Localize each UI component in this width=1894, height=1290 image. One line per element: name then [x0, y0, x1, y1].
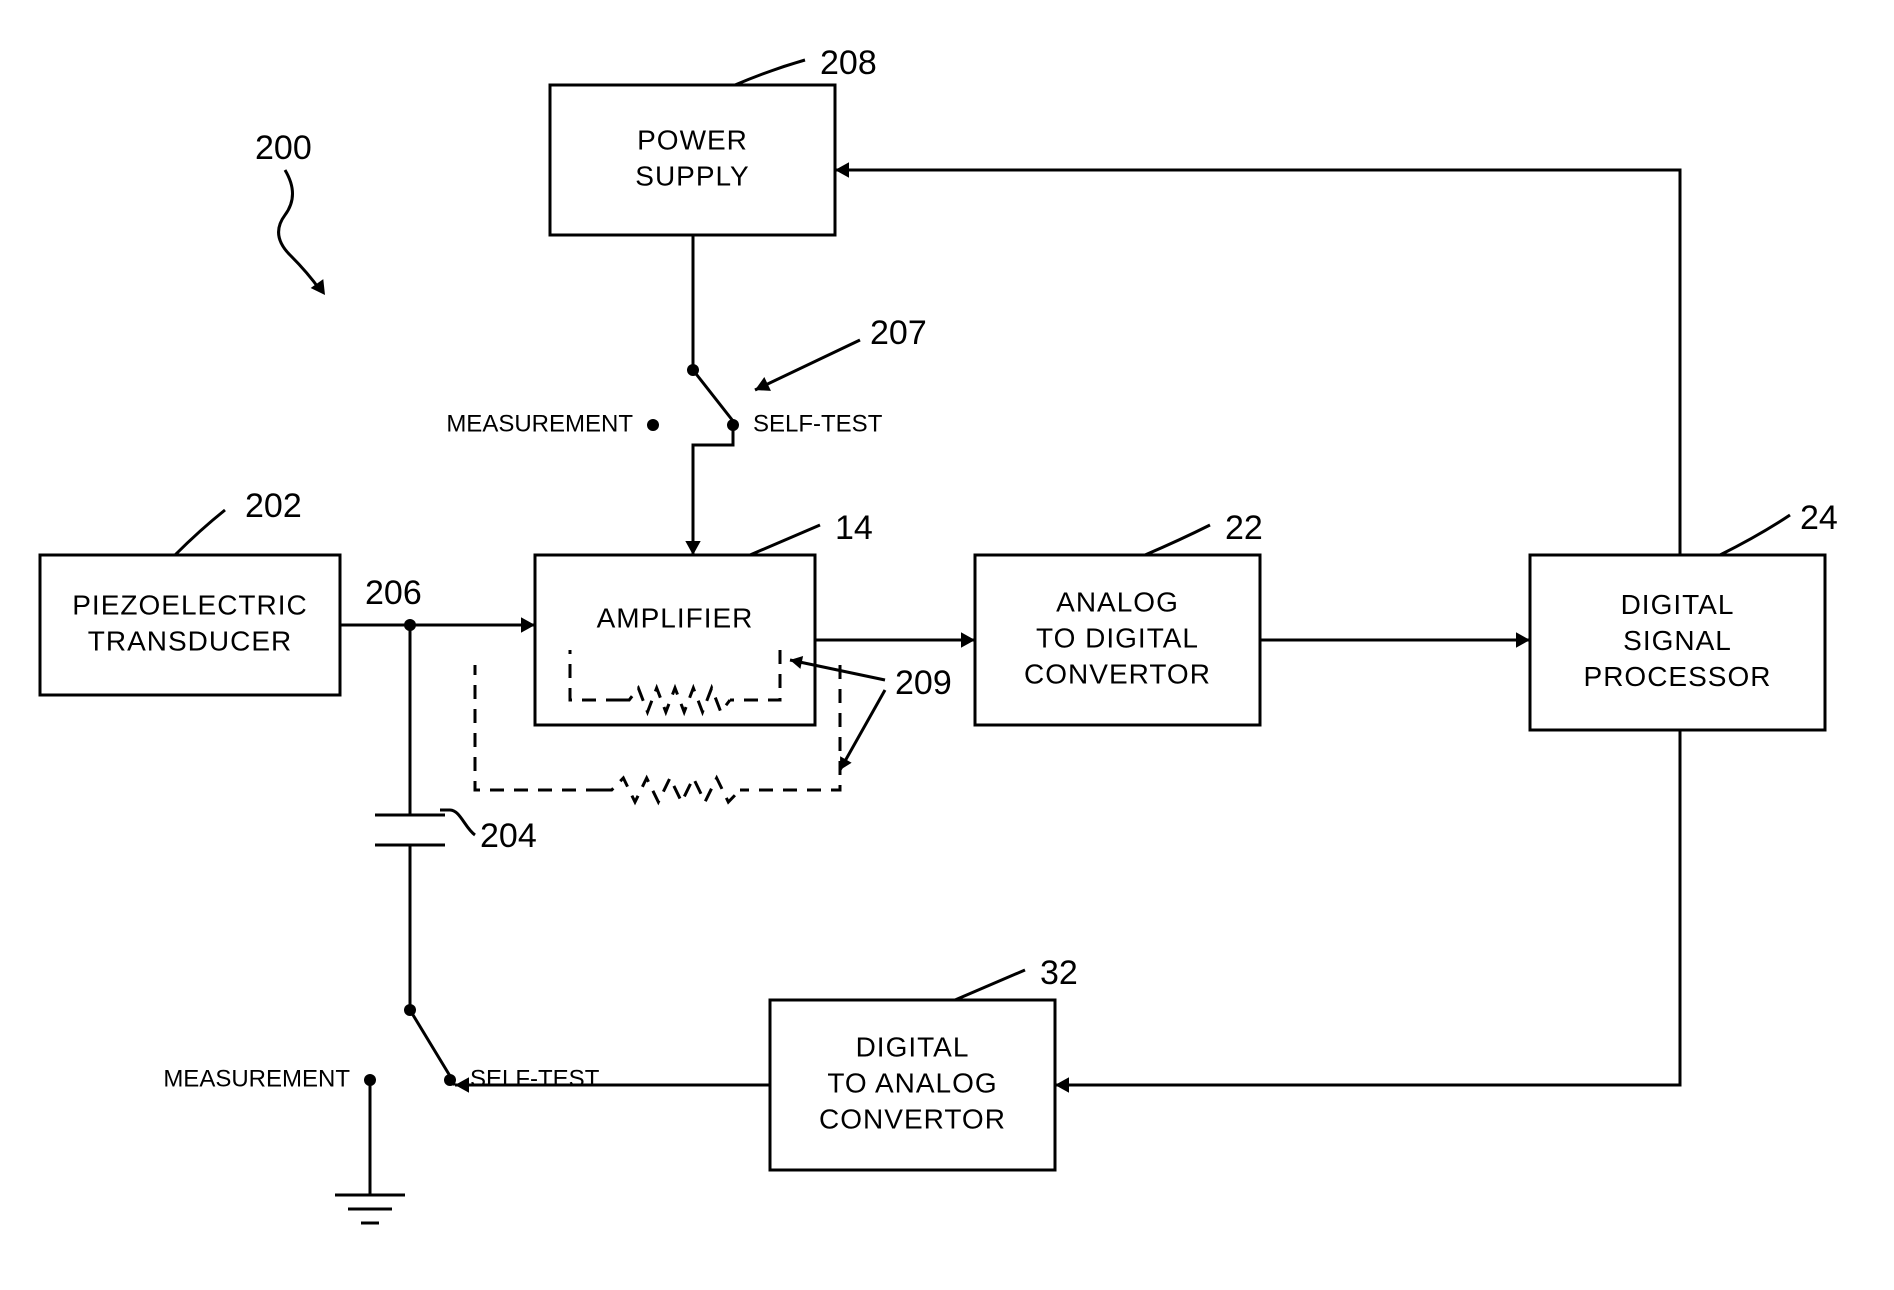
wire-sw-amp [693, 425, 733, 555]
dac-ref: 32 [1040, 954, 1078, 992]
dsp-label-0: DIGITAL [1621, 589, 1735, 620]
amplifier-label: AMPLIFIER [597, 602, 754, 633]
ref-206: 206 [365, 574, 422, 612]
dsp-label-1: SIGNAL [1623, 625, 1732, 656]
ref-207: 207 [870, 314, 927, 352]
switch-lower-label-right: SELF-TEST [470, 1065, 600, 1092]
ref-209: 209 [895, 664, 952, 702]
dac-ref-leader [955, 970, 1025, 1000]
switch-207-contact-left [647, 419, 659, 431]
dsp-ref: 24 [1800, 499, 1838, 537]
power-ref: 208 [820, 44, 877, 82]
ref-204: 204 [480, 817, 537, 855]
switch-lower-label-left: MEASUREMENT [163, 1065, 350, 1092]
wire-dsp-power [835, 170, 1680, 555]
adc-label-1: TO DIGITAL [1036, 622, 1199, 653]
dac-label-2: CONVERTOR [819, 1103, 1006, 1134]
adc-ref: 22 [1225, 509, 1263, 547]
power-label-0: POWER [637, 124, 748, 155]
block-diagram: 200 PIEZOELECTRIC TRANSDUCER 202 POWER SUPPLY… [0, 0, 1894, 1290]
transducer-ref: 202 [245, 487, 302, 525]
ref-209-arrow-2 [840, 690, 885, 770]
adc-label-0: ANALOG [1056, 586, 1179, 617]
ref-207-arrow [755, 340, 860, 390]
transducer-ref-leader [175, 510, 225, 555]
dac-label-1: TO ANALOG [827, 1067, 997, 1098]
switch-lower-arm [410, 1010, 450, 1076]
power-label-1: SUPPLY [635, 160, 749, 191]
adc-label-2: CONVERTOR [1024, 658, 1211, 689]
power-ref-leader [735, 60, 805, 85]
transducer-label-1: TRANSDUCER [88, 625, 292, 656]
wire-dsp-dac [1055, 730, 1680, 1085]
switch-207-label-left: MEASUREMENT [446, 410, 633, 437]
transducer-label-0: PIEZOELECTRIC [72, 589, 307, 620]
switch-207-arm [693, 370, 733, 421]
dsp-label-2: PROCESSOR [1584, 661, 1772, 692]
amplifier-ref-leader [750, 525, 820, 555]
ref-200-leader [279, 170, 320, 290]
adc-ref-leader [1145, 525, 1210, 555]
ref-200: 200 [255, 129, 312, 167]
amplifier-ref: 14 [835, 509, 873, 547]
switch-207-label-right: SELF-TEST [753, 410, 883, 437]
ref-204-leader [440, 810, 475, 835]
dac-label-0: DIGITAL [856, 1031, 970, 1062]
fb-outer-resistor [600, 778, 740, 802]
dsp-ref-leader [1720, 515, 1790, 555]
